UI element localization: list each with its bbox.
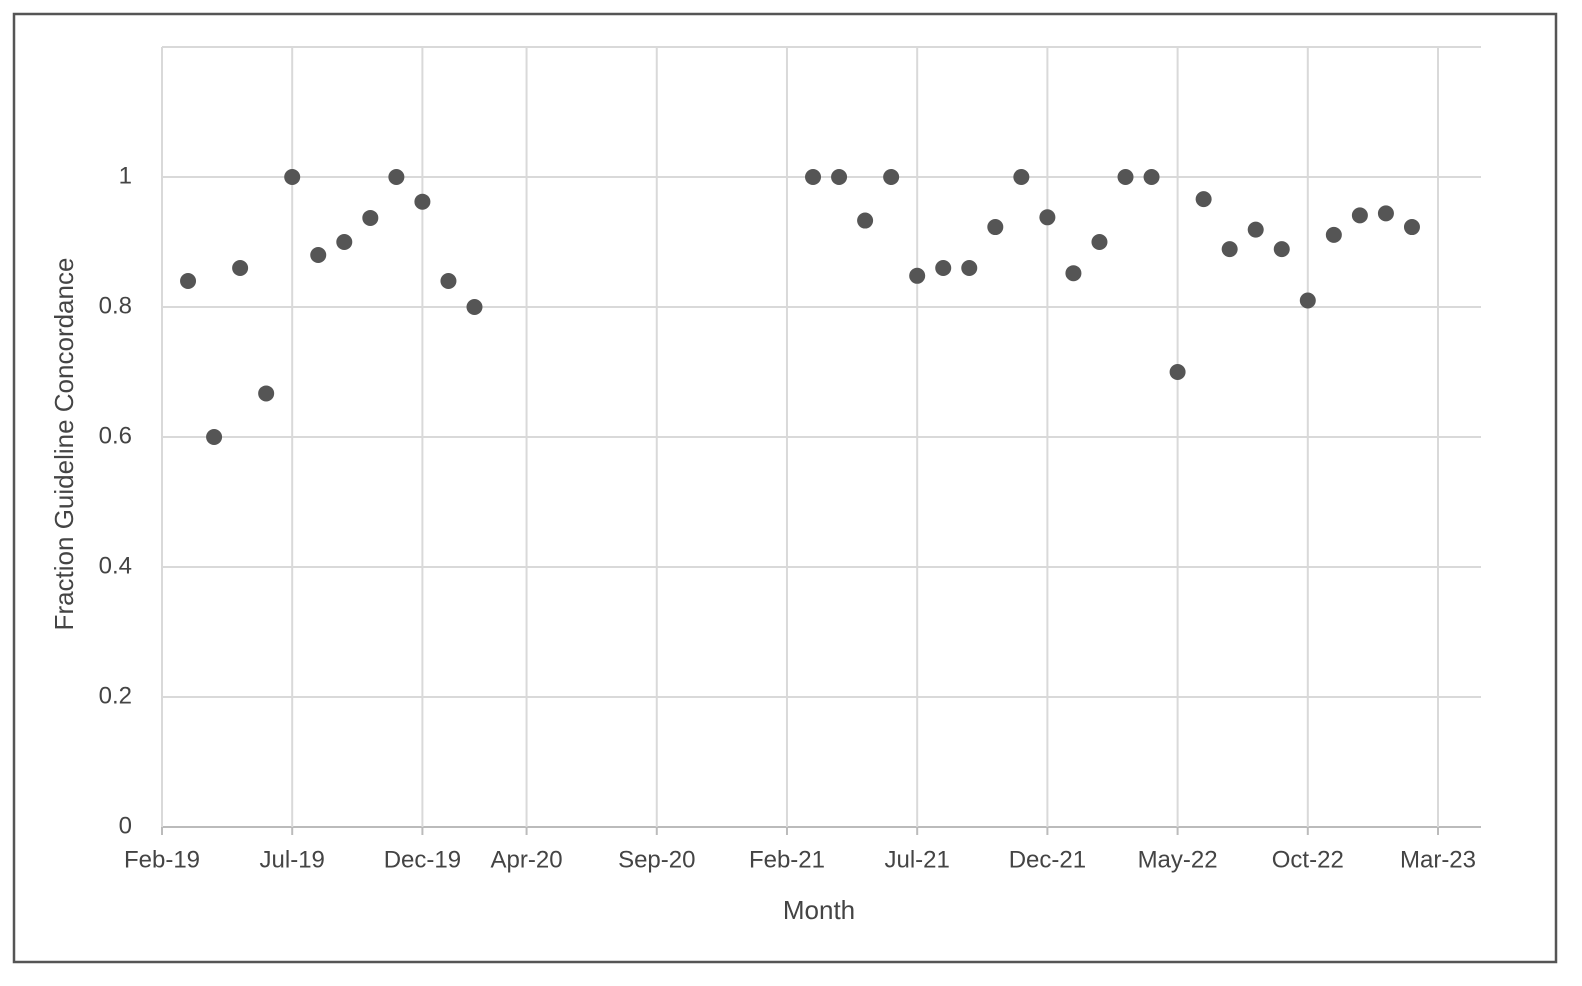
x-tick-label: Sep-20 xyxy=(618,846,695,873)
point xyxy=(1091,234,1108,250)
point xyxy=(310,247,327,263)
x-tick-label: Jul-19 xyxy=(260,846,325,873)
point xyxy=(857,212,874,229)
point xyxy=(1325,226,1342,243)
point xyxy=(1403,219,1420,236)
point xyxy=(414,193,431,210)
x-tick-label: Mar-23 xyxy=(1400,846,1476,873)
point xyxy=(362,209,379,226)
point xyxy=(1351,207,1368,224)
y-tick-label: 0.2 xyxy=(99,682,132,709)
point xyxy=(831,169,848,185)
point xyxy=(232,260,249,276)
x-tick-label: Dec-19 xyxy=(384,846,461,873)
point xyxy=(336,234,353,250)
point xyxy=(258,385,275,402)
point xyxy=(180,273,197,289)
point xyxy=(1273,241,1290,258)
point xyxy=(284,169,301,185)
point xyxy=(1299,292,1316,309)
point xyxy=(1039,209,1056,226)
x-tick-label: Oct-22 xyxy=(1272,846,1344,873)
frame xyxy=(12,12,1558,964)
y-tick-label: 0.6 xyxy=(99,422,132,449)
point xyxy=(1247,221,1264,238)
point xyxy=(1169,364,1186,380)
point xyxy=(206,429,223,445)
point xyxy=(1013,169,1030,185)
point xyxy=(909,267,926,284)
point xyxy=(935,260,952,276)
point xyxy=(1195,191,1212,208)
x-tick-label: Feb-21 xyxy=(749,846,825,873)
y-tick-label: 0.4 xyxy=(99,552,132,579)
point xyxy=(961,260,978,276)
point xyxy=(1221,241,1238,258)
point xyxy=(388,169,405,185)
point xyxy=(987,219,1004,236)
x-tick-label: Feb-19 xyxy=(124,846,200,873)
point xyxy=(1143,169,1160,185)
point xyxy=(466,299,483,315)
point xyxy=(805,169,822,185)
y-tick-label: 1 xyxy=(119,162,132,189)
y-tick-label: 0.8 xyxy=(99,292,132,319)
point xyxy=(883,169,900,185)
y-tick-label: 0 xyxy=(119,812,132,839)
point xyxy=(1377,205,1394,222)
y-axis-title: Fraction Guideline Concordance xyxy=(49,258,79,631)
x-tick-label: Jul-21 xyxy=(884,846,949,873)
x-tick-label: May-22 xyxy=(1138,846,1218,873)
x-tick-label: Dec-21 xyxy=(1009,846,1086,873)
point xyxy=(1117,169,1134,185)
x-tick-label: Apr-20 xyxy=(491,846,563,873)
point xyxy=(1065,265,1082,282)
x-axis-title: Month xyxy=(783,895,855,925)
point xyxy=(440,273,457,289)
